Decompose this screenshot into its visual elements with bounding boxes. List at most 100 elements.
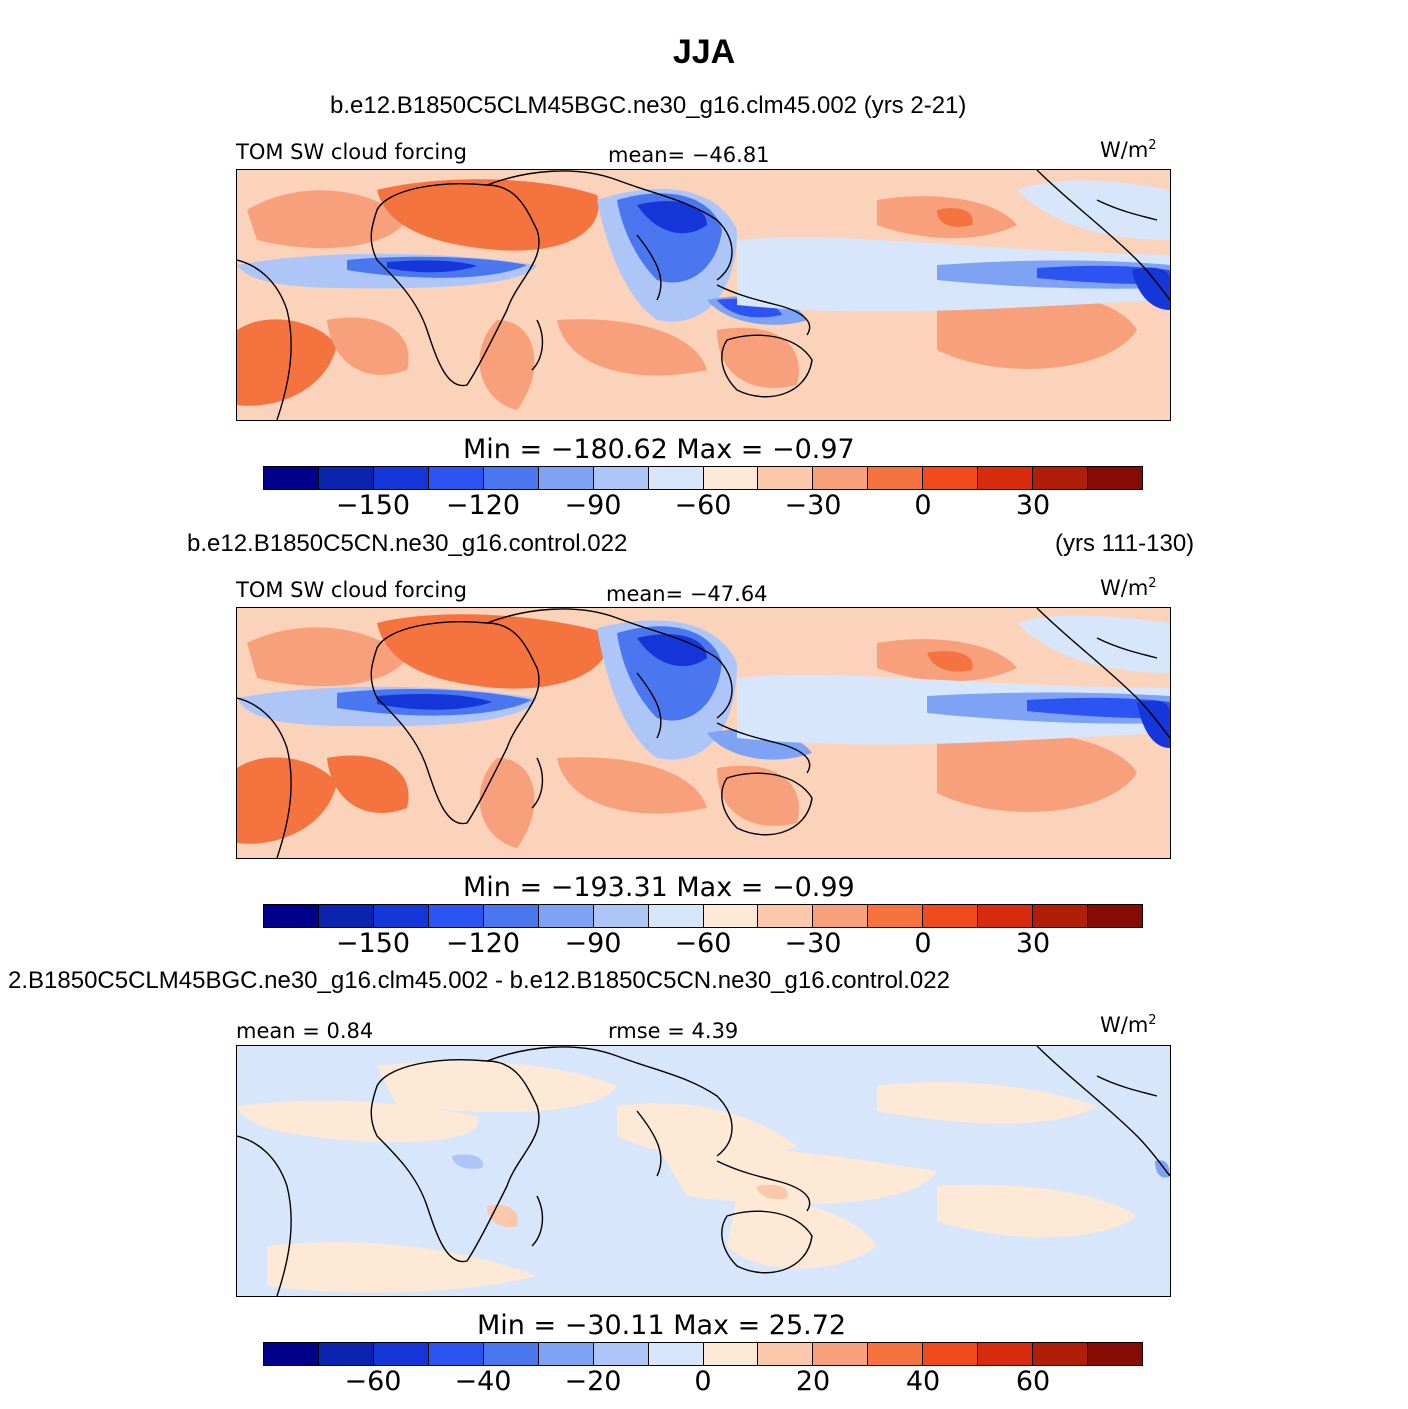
colorbar-box: [812, 905, 868, 927]
panel1-tick: 30: [1015, 490, 1051, 521]
panel3-units-text: W/m: [1100, 1013, 1149, 1037]
colorbar-box: [812, 1343, 868, 1365]
panel2-tick: −120: [445, 928, 521, 959]
colorbar-box: [372, 467, 428, 489]
colorbar-box: [647, 1343, 703, 1365]
colorbar-box: [757, 905, 813, 927]
panel1-colorbar: [263, 466, 1143, 490]
panel3-colorbar: [263, 1342, 1143, 1366]
colorbar-box: [1087, 1343, 1142, 1365]
colorbar-box: [977, 1343, 1033, 1365]
colorbar-box: [867, 1343, 923, 1365]
panel3-tick: −20: [564, 1366, 622, 1397]
colorbar-box: [592, 905, 648, 927]
colorbar-box: [1032, 467, 1088, 489]
panel1-min-max: Min = −180.62 Max = −0.97: [463, 434, 855, 465]
colorbar-box: [317, 905, 373, 927]
colorbar-box: [1032, 905, 1088, 927]
colorbar-box: [757, 1343, 813, 1365]
colorbar-box: [592, 1343, 648, 1365]
colorbar-box: [812, 467, 868, 489]
panel3-tick: −40: [454, 1366, 512, 1397]
panel1-tick: −60: [674, 490, 732, 521]
colorbar-box: [1087, 467, 1142, 489]
case2-years: (yrs 111-130): [1055, 530, 1195, 557]
colorbar-box: [867, 467, 923, 489]
colorbar-box: [537, 467, 593, 489]
colorbar-box: [372, 1343, 428, 1365]
colorbar-box: [702, 905, 758, 927]
figure-title: JJA: [672, 33, 736, 71]
colorbar-box: [482, 905, 538, 927]
colorbar-box: [922, 467, 978, 489]
colorbar-box: [264, 905, 318, 927]
colorbar-box: [922, 1343, 978, 1365]
panel2-colorbar: [263, 904, 1143, 928]
colorbar-box: [482, 1343, 538, 1365]
colorbar-box: [592, 467, 648, 489]
panel3-tick: 40: [905, 1366, 941, 1397]
panel3-tick: 60: [1015, 1366, 1051, 1397]
colorbar-box: [1087, 905, 1142, 927]
panel2-tick: −90: [564, 928, 622, 959]
panel2-variable-label: TOM SW cloud forcing: [236, 578, 467, 602]
colorbar-box: [647, 905, 703, 927]
panel3-rmse-label: rmse = 4.39: [608, 1019, 739, 1043]
colorbar-box: [317, 467, 373, 489]
colorbar-box: [372, 905, 428, 927]
colorbar-box: [264, 467, 318, 489]
panel3-mean-label: mean = 0.84: [236, 1019, 374, 1043]
panel2-mean-label: mean= −47.64: [606, 582, 768, 606]
panel2-tick: −30: [784, 928, 842, 959]
panel3-tick: −60: [344, 1366, 402, 1397]
panel1-units-exp: 2: [1148, 138, 1157, 153]
panel1-units-text: W/m: [1100, 138, 1149, 162]
panel1-variable-label: TOM SW cloud forcing: [236, 140, 467, 164]
panel2-tick: 0: [914, 928, 932, 959]
colorbar-box: [647, 467, 703, 489]
panel3-min-max: Min = −30.11 Max = 25.72: [477, 1310, 847, 1341]
colorbar-box: [922, 905, 978, 927]
colorbar-box: [537, 905, 593, 927]
case1-title: b.e12.B1850C5CLM45BGC.ne30_g16.clm45.002…: [330, 92, 967, 119]
case2-title: b.e12.B1850C5CN.ne30_g16.control.022: [187, 530, 628, 557]
panel1-units: W/m2: [1100, 138, 1157, 162]
colorbar-box: [427, 1343, 483, 1365]
panel2-map: [236, 607, 1171, 859]
colorbar-box: [317, 1343, 373, 1365]
panel3-units: W/m2: [1100, 1013, 1157, 1037]
panel2-tick: −60: [674, 928, 732, 959]
colorbar-box: [537, 1343, 593, 1365]
panel2-field: [237, 608, 1170, 858]
colorbar-box: [427, 905, 483, 927]
colorbar-box: [757, 467, 813, 489]
panel3-field: [237, 1046, 1170, 1296]
panel1-tick: −120: [445, 490, 521, 521]
panel1-map: [236, 169, 1171, 421]
panel3-tick: 20: [795, 1366, 831, 1397]
panel2-units: W/m2: [1100, 576, 1157, 600]
panel3-units-exp: 2: [1148, 1013, 1157, 1028]
colorbar-box: [264, 1343, 318, 1365]
panel2-units-text: W/m: [1100, 576, 1149, 600]
panel2-tick: −150: [335, 928, 411, 959]
panel2-min-max: Min = −193.31 Max = −0.99: [463, 872, 855, 903]
diff-title: 2.B1850C5CLM45BGC.ne30_g16.clm45.002 - b…: [8, 967, 950, 994]
panel1-tick: −150: [335, 490, 411, 521]
panel3-map: [236, 1045, 1171, 1297]
panel2-units-exp: 2: [1148, 576, 1157, 591]
colorbar-box: [702, 467, 758, 489]
panel1-field: [237, 170, 1170, 420]
panel1-tick: −90: [564, 490, 622, 521]
colorbar-box: [977, 467, 1033, 489]
colorbar-box: [482, 467, 538, 489]
panel1-mean-label: mean= −46.81: [608, 143, 770, 167]
panel1-tick: −30: [784, 490, 842, 521]
colorbar-box: [702, 1343, 758, 1365]
panel2-tick: 30: [1015, 928, 1051, 959]
panel1-tick: 0: [914, 490, 932, 521]
colorbar-box: [1032, 1343, 1088, 1365]
panel3-tick: 0: [694, 1366, 712, 1397]
colorbar-box: [427, 467, 483, 489]
colorbar-box: [867, 905, 923, 927]
